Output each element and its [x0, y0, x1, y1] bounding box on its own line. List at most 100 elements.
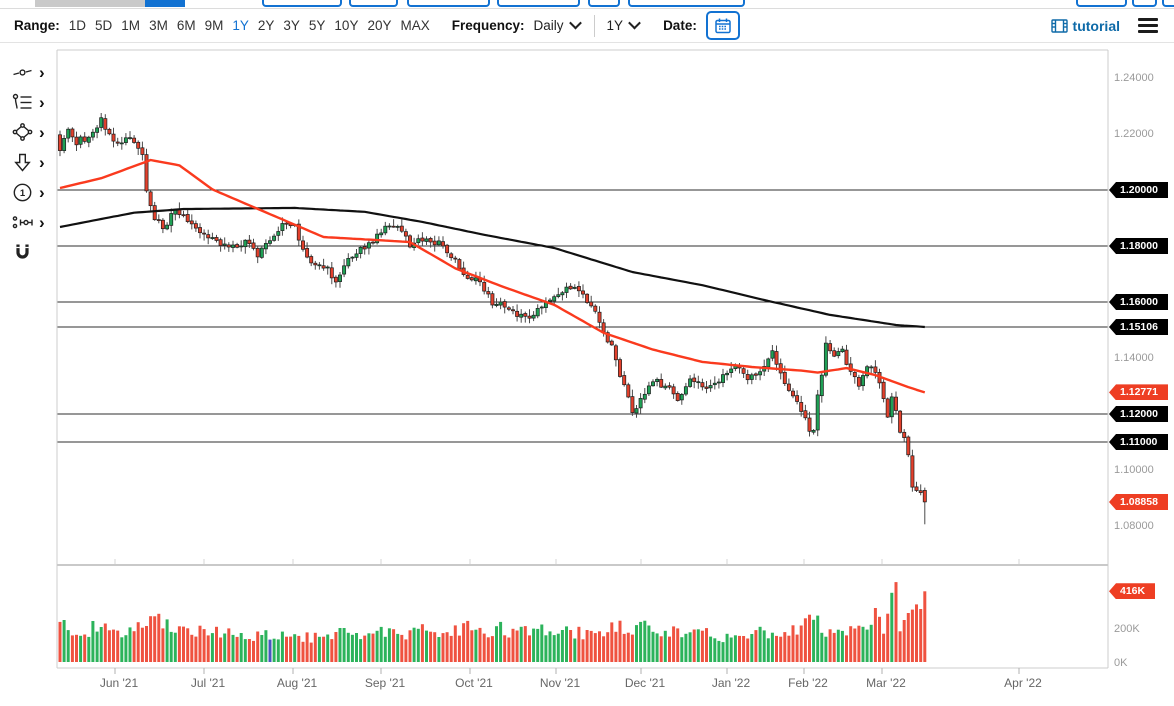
clipped-button-3[interactable]: [407, 0, 490, 7]
candle-body: [626, 384, 631, 398]
range-item-5d[interactable]: 5D: [95, 18, 113, 33]
fibonacci-tool-icon: [12, 93, 32, 109]
candle-body: [832, 350, 837, 357]
volume-bar: [742, 636, 746, 662]
candle-body: [889, 396, 894, 418]
range-item-6m[interactable]: 6M: [176, 18, 196, 33]
range-item-1d[interactable]: 1D: [68, 18, 87, 33]
candle-body: [782, 371, 787, 384]
volume-bar: [544, 635, 548, 662]
tutorial-label: tutorial: [1072, 17, 1120, 34]
candle-body: [445, 244, 450, 254]
candle-body: [78, 136, 83, 145]
volume-bar: [157, 613, 161, 662]
candle-body: [391, 225, 396, 228]
candle-body: [725, 372, 730, 376]
volume-bar: [894, 582, 898, 662]
candle-body: [482, 282, 487, 292]
volume-bar: [330, 639, 334, 662]
clipped-button-1[interactable]: [262, 0, 342, 7]
volume-bar: [775, 635, 778, 662]
fibonacci-tool[interactable]: ›: [10, 88, 56, 118]
candle-body: [539, 306, 544, 309]
range-items: 1D 5D 1M 3M 6M 9M 1Y 2Y 3Y 5Y 10Y 20Y MAX: [69, 18, 439, 33]
volume-bar: [309, 642, 313, 662]
volume-bar: [556, 633, 560, 662]
volume-bar: [247, 639, 251, 662]
candle-body: [226, 244, 231, 248]
clipped-button-5[interactable]: [588, 0, 620, 7]
volume-bar: [95, 631, 99, 662]
volume-bar: [350, 634, 354, 662]
volume-bar: [62, 620, 66, 662]
range-item-9m[interactable]: 9M: [204, 18, 224, 33]
chevron-down-icon: [628, 16, 641, 29]
volume-bar: [606, 632, 610, 662]
candle-body: [581, 290, 585, 295]
volume-bar: [70, 635, 74, 662]
candle-body: [646, 385, 651, 395]
volume-bar: [808, 614, 811, 662]
clipped-search-button[interactable]: [145, 0, 185, 7]
candle-body: [552, 296, 557, 302]
range-item-10y[interactable]: 10Y: [334, 18, 359, 33]
candle-body: [144, 154, 149, 192]
volume-bar: [87, 636, 91, 662]
volume-bar: [457, 635, 461, 662]
clipped-button-9[interactable]: [1162, 0, 1174, 7]
candle-body: [486, 291, 491, 295]
measure-tool[interactable]: ›: [10, 208, 56, 238]
range-item-max[interactable]: MAX: [400, 18, 430, 33]
volume-bar: [363, 635, 367, 662]
volume-bar: [515, 630, 519, 662]
period-select[interactable]: 1Y: [607, 16, 641, 33]
volume-bar: [322, 636, 326, 662]
volume-bar: [923, 591, 927, 662]
clipped-button-6[interactable]: [628, 0, 745, 7]
shape-tool[interactable]: ›: [10, 118, 56, 148]
annotation-number-tool-icon: 1: [13, 183, 32, 202]
tutorial-link[interactable]: tutorial: [1050, 17, 1120, 34]
annotation-number-tool[interactable]: 1 ›: [10, 178, 56, 208]
candle-body: [692, 377, 697, 383]
volume-bar: [643, 620, 647, 662]
magnet-tool[interactable]: [10, 238, 56, 268]
arrow-tool[interactable]: ›: [10, 148, 56, 178]
clipped-button-8[interactable]: [1132, 0, 1157, 7]
menu-icon[interactable]: [1138, 18, 1158, 33]
volume-bar: [849, 626, 853, 662]
candle-body: [844, 349, 849, 365]
range-item-3m[interactable]: 3M: [149, 18, 168, 33]
candle-body: [721, 374, 725, 383]
clipped-button-7[interactable]: [1076, 0, 1127, 7]
volume-bar: [552, 635, 556, 662]
volume-bar: [560, 630, 564, 662]
range-item-2y[interactable]: 2Y: [257, 18, 275, 33]
clipped-button-2[interactable]: [349, 0, 398, 7]
ma-fast-line: [59, 158, 926, 394]
volume-bar: [902, 620, 906, 662]
candle-body: [852, 372, 857, 378]
candle-body: [210, 237, 215, 239]
frequency-select[interactable]: Daily: [534, 16, 582, 33]
candle-body: [387, 225, 392, 228]
trend-line-tool[interactable]: ›: [10, 58, 56, 88]
range-item-3y[interactable]: 3Y: [283, 18, 300, 33]
volume-bar: [169, 631, 173, 662]
candle-body: [259, 247, 264, 258]
range-item-1m[interactable]: 1M: [121, 18, 141, 33]
candle-body: [371, 241, 375, 244]
range-item-1y[interactable]: 1Y: [232, 18, 249, 33]
submenu-chevron-icon: ›: [39, 123, 45, 142]
range-item-5y[interactable]: 5Y: [308, 18, 326, 33]
candle-body: [865, 366, 870, 377]
volume-bar: [210, 633, 214, 662]
candle-body: [795, 395, 800, 402]
date-picker-button[interactable]: [705, 11, 740, 40]
clipped-search-input[interactable]: [35, 0, 145, 7]
candle-body: [593, 305, 598, 312]
clipped-button-4[interactable]: [497, 0, 580, 7]
range-item-20y[interactable]: 20Y: [367, 18, 392, 33]
candle-body: [383, 225, 388, 234]
